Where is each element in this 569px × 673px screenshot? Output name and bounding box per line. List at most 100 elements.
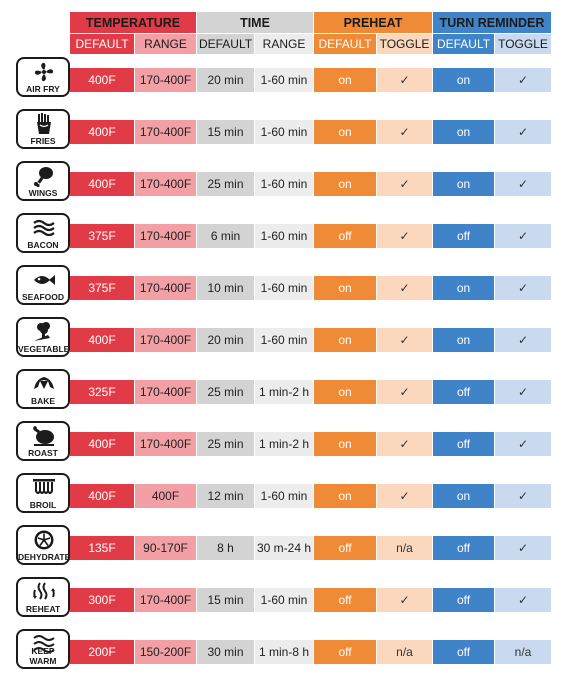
wings-icon (34, 167, 53, 187)
time-default: 6 min (197, 224, 254, 248)
reheat-icon (33, 582, 55, 600)
header-turn-reminder: TURN REMINDER (433, 12, 551, 33)
turn-reminder-toggle: ✓ (495, 172, 551, 196)
table-row: REHEAT 300F 170-400F 15 min 1-60 min off… (0, 575, 569, 619)
preheat-toggle: n/a (377, 536, 432, 560)
table-row: FRIES 400F 170-400F 15 min 1-60 min on ✓… (0, 107, 569, 151)
temperature-default: 135F (70, 536, 134, 560)
preheat-default: on (314, 380, 376, 404)
mode-broil: BROIL (16, 473, 70, 513)
temperature-range: 170-400F (135, 276, 196, 300)
broil-coil-icon (33, 479, 55, 494)
preheat-default: on (314, 484, 376, 508)
mode-label: AIR FRY (26, 84, 60, 94)
mode-reheat: REHEAT (16, 577, 70, 617)
turn-reminder-toggle: ✓ (495, 224, 551, 248)
turn-reminder-toggle: ✓ (495, 380, 551, 404)
turn-reminder-toggle: ✓ (495, 276, 551, 300)
preheat-toggle: ✓ (377, 120, 432, 144)
turn-reminder-toggle: ✓ (495, 328, 551, 352)
subheader-preheat-toggle: TOGGLE (377, 34, 432, 54)
time-default: 12 min (197, 484, 254, 508)
mode-fries: FRIES (16, 109, 70, 149)
turn-reminder-toggle: ✓ (495, 68, 551, 92)
temperature-range: 150-200F (135, 640, 196, 664)
time-default: 10 min (197, 276, 254, 300)
preheat-toggle: ✓ (377, 328, 432, 352)
time-range: 1 min-2 h (255, 380, 313, 404)
temperature-default: 400F (70, 328, 134, 352)
mode-label: SEAFOOD (21, 292, 65, 302)
table-row: BAKE 325F 170-400F 25 min 1 min-2 h on ✓… (0, 367, 569, 411)
mode-label: FRIES (30, 136, 56, 146)
bacon-icon (33, 219, 55, 237)
mode-keep-warm: KEEP WARM (16, 629, 70, 669)
subheader-time-range: RANGE (255, 34, 313, 54)
keep-warm-icon (33, 635, 55, 653)
table-row: VEGETABLES 400F 170-400F 20 min 1-60 min… (0, 315, 569, 359)
time-range: 1-60 min (255, 172, 313, 196)
time-range: 1-60 min (255, 588, 313, 612)
turn-reminder-toggle: ✓ (495, 536, 551, 560)
preheat-default: on (314, 172, 376, 196)
turn-reminder-default: off (433, 640, 494, 664)
mode-label: REHEAT (25, 604, 61, 614)
temperature-range: 90-170F (135, 536, 196, 560)
header-temperature: TEMPERATURE (70, 12, 196, 33)
mode-vegetables: VEGETABLES (16, 317, 75, 357)
temperature-default: 200F (70, 640, 134, 664)
time-range: 1-60 min (255, 484, 313, 508)
preheat-default: on (314, 68, 376, 92)
temperature-range: 170-400F (135, 380, 196, 404)
preheat-toggle: ✓ (377, 432, 432, 456)
turn-reminder-toggle: ✓ (495, 432, 551, 456)
preheat-toggle: ✓ (377, 380, 432, 404)
preheat-toggle: ✓ (377, 172, 432, 196)
table-row: KEEP WARM 200F 150-200F 30 min 1 min-8 h… (0, 627, 569, 671)
mode-label: KEEP WARM (29, 646, 57, 666)
time-range: 30 m-24 h (255, 536, 313, 560)
vegetables-icon (34, 322, 50, 341)
subheader-temperature-range: RANGE (135, 34, 196, 54)
temperature-default: 400F (70, 484, 134, 508)
turn-reminder-default: on (433, 172, 494, 196)
turn-reminder-default: on (433, 68, 494, 92)
mode-roast: ROAST (16, 421, 70, 461)
time-range: 1-60 min (255, 224, 313, 248)
temperature-range: 170-400F (135, 120, 196, 144)
preheat-default: on (314, 276, 376, 300)
time-default: 25 min (197, 172, 254, 196)
time-range: 1-60 min (255, 120, 313, 144)
turn-reminder-default: off (433, 380, 494, 404)
subheader-preheat-default: DEFAULT (314, 34, 376, 54)
mode-label: VEGETABLES (18, 344, 75, 354)
fish-icon (34, 275, 55, 285)
temperature-default: 400F (70, 68, 134, 92)
time-default: 15 min (197, 120, 254, 144)
subheader-turn-default: DEFAULT (433, 34, 494, 54)
temperature-default: 400F (70, 172, 134, 196)
table-row: BACON 375F 170-400F 6 min 1-60 min off ✓… (0, 211, 569, 255)
table-row: BROIL 400F 400F 12 min 1-60 min on ✓ on … (0, 471, 569, 515)
preheat-toggle: n/a (377, 640, 432, 664)
mode-label: DEHYDRATE (18, 552, 71, 562)
time-range: 1 min-8 h (255, 640, 313, 664)
mode-dehydrate: DEHYDRATE (16, 525, 70, 565)
preheat-default: on (314, 432, 376, 456)
turn-reminder-default: on (433, 120, 494, 144)
time-default: 30 min (197, 640, 254, 664)
subheader-temperature-default: DEFAULT (70, 34, 134, 54)
mode-label: ROAST (28, 448, 58, 458)
temperature-range: 170-400F (135, 68, 196, 92)
temperature-range: 170-400F (135, 172, 196, 196)
table-row: WINGS 400F 170-400F 25 min 1-60 min on ✓… (0, 159, 569, 203)
fries-icon (37, 113, 51, 134)
mode-bacon: BACON (16, 213, 70, 253)
preheat-default: off (314, 588, 376, 612)
table-row: ROAST 400F 170-400F 25 min 1 min-2 h on … (0, 419, 569, 463)
temperature-default: 400F (70, 120, 134, 144)
turn-reminder-toggle: ✓ (495, 120, 551, 144)
turn-reminder-default: on (433, 276, 494, 300)
table-row: DEHYDRATE 135F 90-170F 8 h 30 m-24 h off… (0, 523, 569, 567)
turn-reminder-default: off (433, 224, 494, 248)
